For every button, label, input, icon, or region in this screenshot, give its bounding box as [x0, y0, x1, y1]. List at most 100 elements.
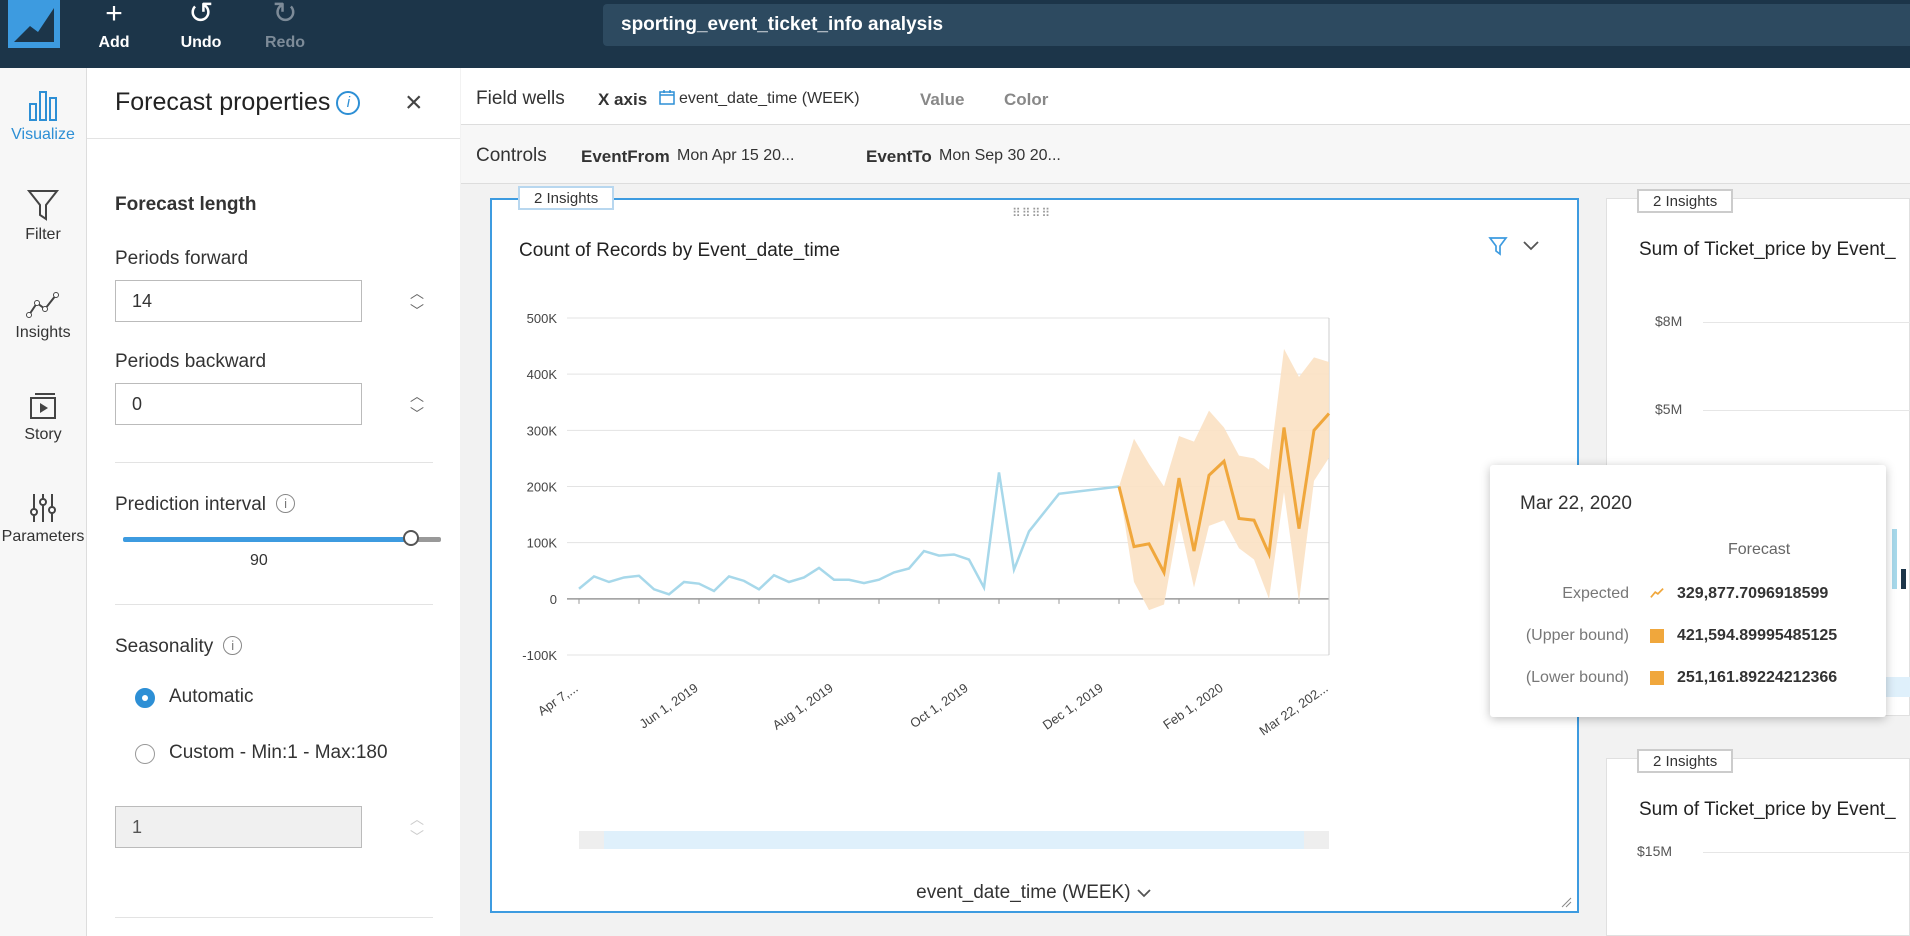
- divider: [115, 462, 433, 463]
- filter-icon[interactable]: [1488, 236, 1508, 256]
- controls-title[interactable]: Controls: [476, 145, 547, 166]
- eventfrom-label: EventFrom: [581, 147, 670, 166]
- seasonality-custom-label[interactable]: Custom - Min:1 - Max:180: [169, 742, 388, 763]
- analysis-title[interactable]: sporting_event_ticket_info analysis: [603, 4, 1910, 46]
- close-icon[interactable]: ×: [405, 86, 423, 119]
- y-tick-label: 500K: [527, 311, 558, 326]
- visual-title: Sum of Ticket_price by Event_: [1639, 799, 1896, 820]
- color-well[interactable]: Color: [1004, 90, 1049, 109]
- tooltip-upper-label: (Upper bound): [1525, 627, 1629, 644]
- drag-handle-icon[interactable]: ⠿⠿⠿⠿: [1012, 206, 1052, 220]
- xaxis-well-label: X axis: [598, 90, 648, 109]
- x-tick-label: Mar 22, 202...: [1256, 680, 1330, 738]
- redo-button[interactable]: ↻ Redo: [250, 0, 320, 52]
- actual-series-line[interactable]: [578, 472, 1120, 596]
- chevron-up-icon[interactable]: ︿: [410, 811, 424, 827]
- bar-chart-icon: [29, 91, 57, 121]
- insights-badge[interactable]: 2 Insights: [518, 186, 615, 210]
- tooltip-lower-label: (Lower bound): [1525, 669, 1629, 686]
- nav-parameters[interactable]: Parameters: [0, 492, 86, 546]
- seasonality-label: Seasonality i: [115, 636, 243, 658]
- x-tick-label: Dec 1, 2019: [1040, 680, 1106, 733]
- eventto-control[interactable]: Mon Sep 30 20...: [939, 147, 1061, 164]
- x-tick-label: Aug 1, 2019: [770, 680, 836, 733]
- x-tick-label: Apr 7,...: [535, 680, 581, 718]
- prediction-interval-slider-fill[interactable]: [123, 537, 411, 542]
- y-tick-label: -100K: [522, 648, 557, 663]
- chevron-down-icon[interactable]: [1522, 240, 1540, 252]
- field-wells-title[interactable]: Field wells: [476, 88, 565, 109]
- periods-forward-input[interactable]: 14: [115, 280, 362, 322]
- gridline: [1703, 410, 1910, 411]
- parameters-icon: [30, 494, 56, 522]
- insights-badge[interactable]: 2 Insights: [1637, 189, 1734, 213]
- prediction-interval-label: Prediction interval i: [115, 494, 296, 516]
- seasonality-automatic-radio[interactable]: [135, 688, 155, 708]
- visual-title: Sum of Ticket_price by Event_: [1639, 239, 1896, 260]
- periods-backward-stepper[interactable]: ︿ ﹀: [407, 387, 427, 423]
- x-tick-label: Oct 1, 2019: [907, 680, 971, 731]
- insights-badge[interactable]: 2 Insights: [1637, 749, 1734, 773]
- x-tick-label: Feb 1, 2020: [1160, 680, 1225, 732]
- square-legend-icon: [1650, 671, 1664, 685]
- panel-header: Forecast properties i ×: [87, 68, 460, 139]
- eventto-label: EventTo: [866, 147, 932, 166]
- chevron-up-icon[interactable]: ︿: [410, 388, 424, 404]
- prediction-interval-band[interactable]: [1119, 348, 1329, 611]
- undo-icon: ↺: [188, 0, 214, 30]
- tooltip-expected-label: Expected: [1562, 585, 1629, 602]
- insights-icon: [26, 292, 59, 318]
- panel-title: Forecast properties i: [115, 88, 361, 117]
- forecast-properties-panel: Forecast properties i × Forecast length P…: [87, 68, 460, 936]
- resize-handle-icon[interactable]: [1560, 896, 1572, 908]
- add-button[interactable]: + Add: [79, 0, 149, 52]
- line-legend-icon: [1650, 588, 1664, 598]
- seasonality-custom-radio[interactable]: [135, 744, 155, 764]
- left-nav: Visualize Filter Insights Story Paramete…: [0, 68, 87, 936]
- x-tick-label: Jun 1, 2019: [636, 680, 700, 731]
- story-icon: [30, 393, 56, 419]
- eventfrom-control[interactable]: Mon Apr 15 20...: [677, 147, 795, 164]
- ticket-price-visual-2[interactable]: 2 Insights Sum of Ticket_price by Event_…: [1606, 749, 1910, 936]
- seasonality-custom-input[interactable]: 1: [115, 806, 362, 848]
- chevron-down-icon[interactable]: ﹀: [410, 406, 424, 422]
- forecast-chart[interactable]: -100K 0 100K 200K 300K 400K 500K Apr 7,... Jun …: [492, 200, 1576, 910]
- filter-icon: [26, 190, 60, 221]
- field-wells-bar[interactable]: Field wells X axis event_date_time (WEEK…: [461, 68, 1910, 125]
- forecast-visual[interactable]: 2 Insights ⠿⠿⠿⠿ Count of Records by Even…: [490, 186, 1579, 913]
- chevron-down-icon[interactable]: ﹀: [410, 829, 424, 845]
- info-icon[interactable]: i: [276, 494, 296, 513]
- prediction-interval-slider-handle[interactable]: [403, 530, 419, 546]
- range-scrollbar-thumb[interactable]: [604, 831, 1304, 849]
- chevron-down-icon[interactable]: ﹀: [410, 303, 424, 319]
- nav-story[interactable]: Story: [0, 390, 86, 444]
- value-well[interactable]: Value: [920, 90, 965, 109]
- periods-forward-stepper[interactable]: ︿ ﹀: [407, 284, 427, 320]
- calendar-icon: [659, 90, 675, 105]
- nav-filter[interactable]: Filter: [0, 188, 86, 244]
- info-icon[interactable]: i: [336, 91, 361, 115]
- forecast-series-line[interactable]: [1117, 412, 1331, 578]
- prediction-interval-slider-track[interactable]: [411, 537, 441, 542]
- periods-backward-input[interactable]: 0: [115, 383, 362, 425]
- xaxis-title[interactable]: event_date_time (WEEK): [492, 882, 1576, 904]
- y-tick-label: $8M: [1655, 313, 1683, 329]
- tooltip-header: Forecast: [1728, 541, 1791, 558]
- nav-visualize[interactable]: Visualize: [0, 88, 86, 144]
- xaxis-field-chip[interactable]: event_date_time (WEEK): [679, 90, 860, 107]
- bar[interactable]: [1901, 569, 1906, 589]
- bar[interactable]: [1892, 529, 1897, 589]
- chevron-up-icon[interactable]: ︿: [410, 285, 424, 301]
- info-icon[interactable]: i: [223, 636, 243, 655]
- y-tick-label: $5M: [1655, 401, 1683, 417]
- forecast-tooltip: Mar 22, 2020 Forecast Expected 329,877.7…: [1490, 465, 1886, 717]
- seasonality-automatic-label[interactable]: Automatic: [169, 686, 254, 707]
- tooltip-expected-value: 329,877.7096918599: [1677, 585, 1829, 602]
- nav-insights[interactable]: Insights: [0, 290, 86, 342]
- quicksight-logo-icon[interactable]: [8, 0, 60, 48]
- seasonality-custom-stepper[interactable]: ︿ ﹀: [407, 810, 427, 846]
- chevron-down-icon[interactable]: [1136, 888, 1152, 898]
- forecast-length-heading: Forecast length: [115, 194, 257, 215]
- controls-bar[interactable]: Controls EventFrom Mon Apr 15 20... Even…: [461, 125, 1910, 184]
- undo-button[interactable]: ↺ Undo: [166, 0, 236, 52]
